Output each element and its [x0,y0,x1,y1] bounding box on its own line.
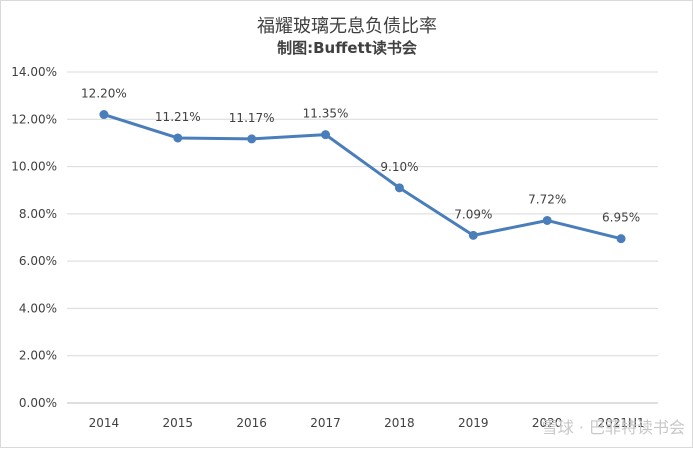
x-tick-label: 2020 [532,416,563,430]
y-tick-label: 4.00% [19,301,57,315]
gridlines [67,71,658,404]
x-tick-label: 2015 [163,416,194,430]
y-tick-label: 2.00% [19,349,57,363]
x-tick-label: 2021H1 [597,416,644,430]
data-point [173,133,183,143]
y-tick-label: 0.00% [19,396,57,410]
x-tick-label: 2019 [458,416,489,430]
x-axis-ticks: 2014 2015 2016 2017 2018 2019 2020 2021H1 [89,416,645,430]
data-point [394,183,404,193]
chart-title: 福耀玻璃无息负债比率 [257,16,437,37]
data-label: 6.95% [602,211,640,225]
data-labels: 12.20% 11.21% 11.17% 11.35% 9.10% 7.09% 7.72% 6… [81,87,640,225]
data-point [247,134,257,144]
series-line [99,110,626,244]
series-polyline [103,113,622,241]
data-point [99,110,109,120]
data-label: 9.10% [380,160,418,174]
data-point [542,215,552,225]
data-label: 11.21% [155,110,201,124]
data-point [321,130,331,140]
y-tick-label: 12.00% [11,112,57,126]
watermark: 雪球 · 巴菲特读书会 [542,418,685,437]
chart-subtitle: 制图:Buffett读书会 [277,39,417,57]
data-label: 11.17% [229,111,275,125]
data-point [468,230,478,240]
x-tick-label: 2014 [89,416,120,430]
x-tick-label: 2017 [310,416,341,430]
data-label: 12.20% [81,87,127,101]
y-tick-label: 6.00% [19,254,57,268]
y-tick-label: 14.00% [11,65,57,79]
y-tick-label: 10.00% [11,160,57,174]
data-label: 7.72% [528,192,566,206]
data-point [616,234,626,244]
data-label: 11.35% [303,107,349,121]
data-label: 7.09% [454,207,492,221]
x-tick-label: 2018 [384,416,415,430]
y-axis-ticks: 0.00% 2.00% 4.00% 6.00% 8.00% 10.00% 12.00% 14.… [11,65,57,410]
y-tick-label: 8.00% [19,207,57,221]
x-tick-label: 2016 [236,416,267,430]
